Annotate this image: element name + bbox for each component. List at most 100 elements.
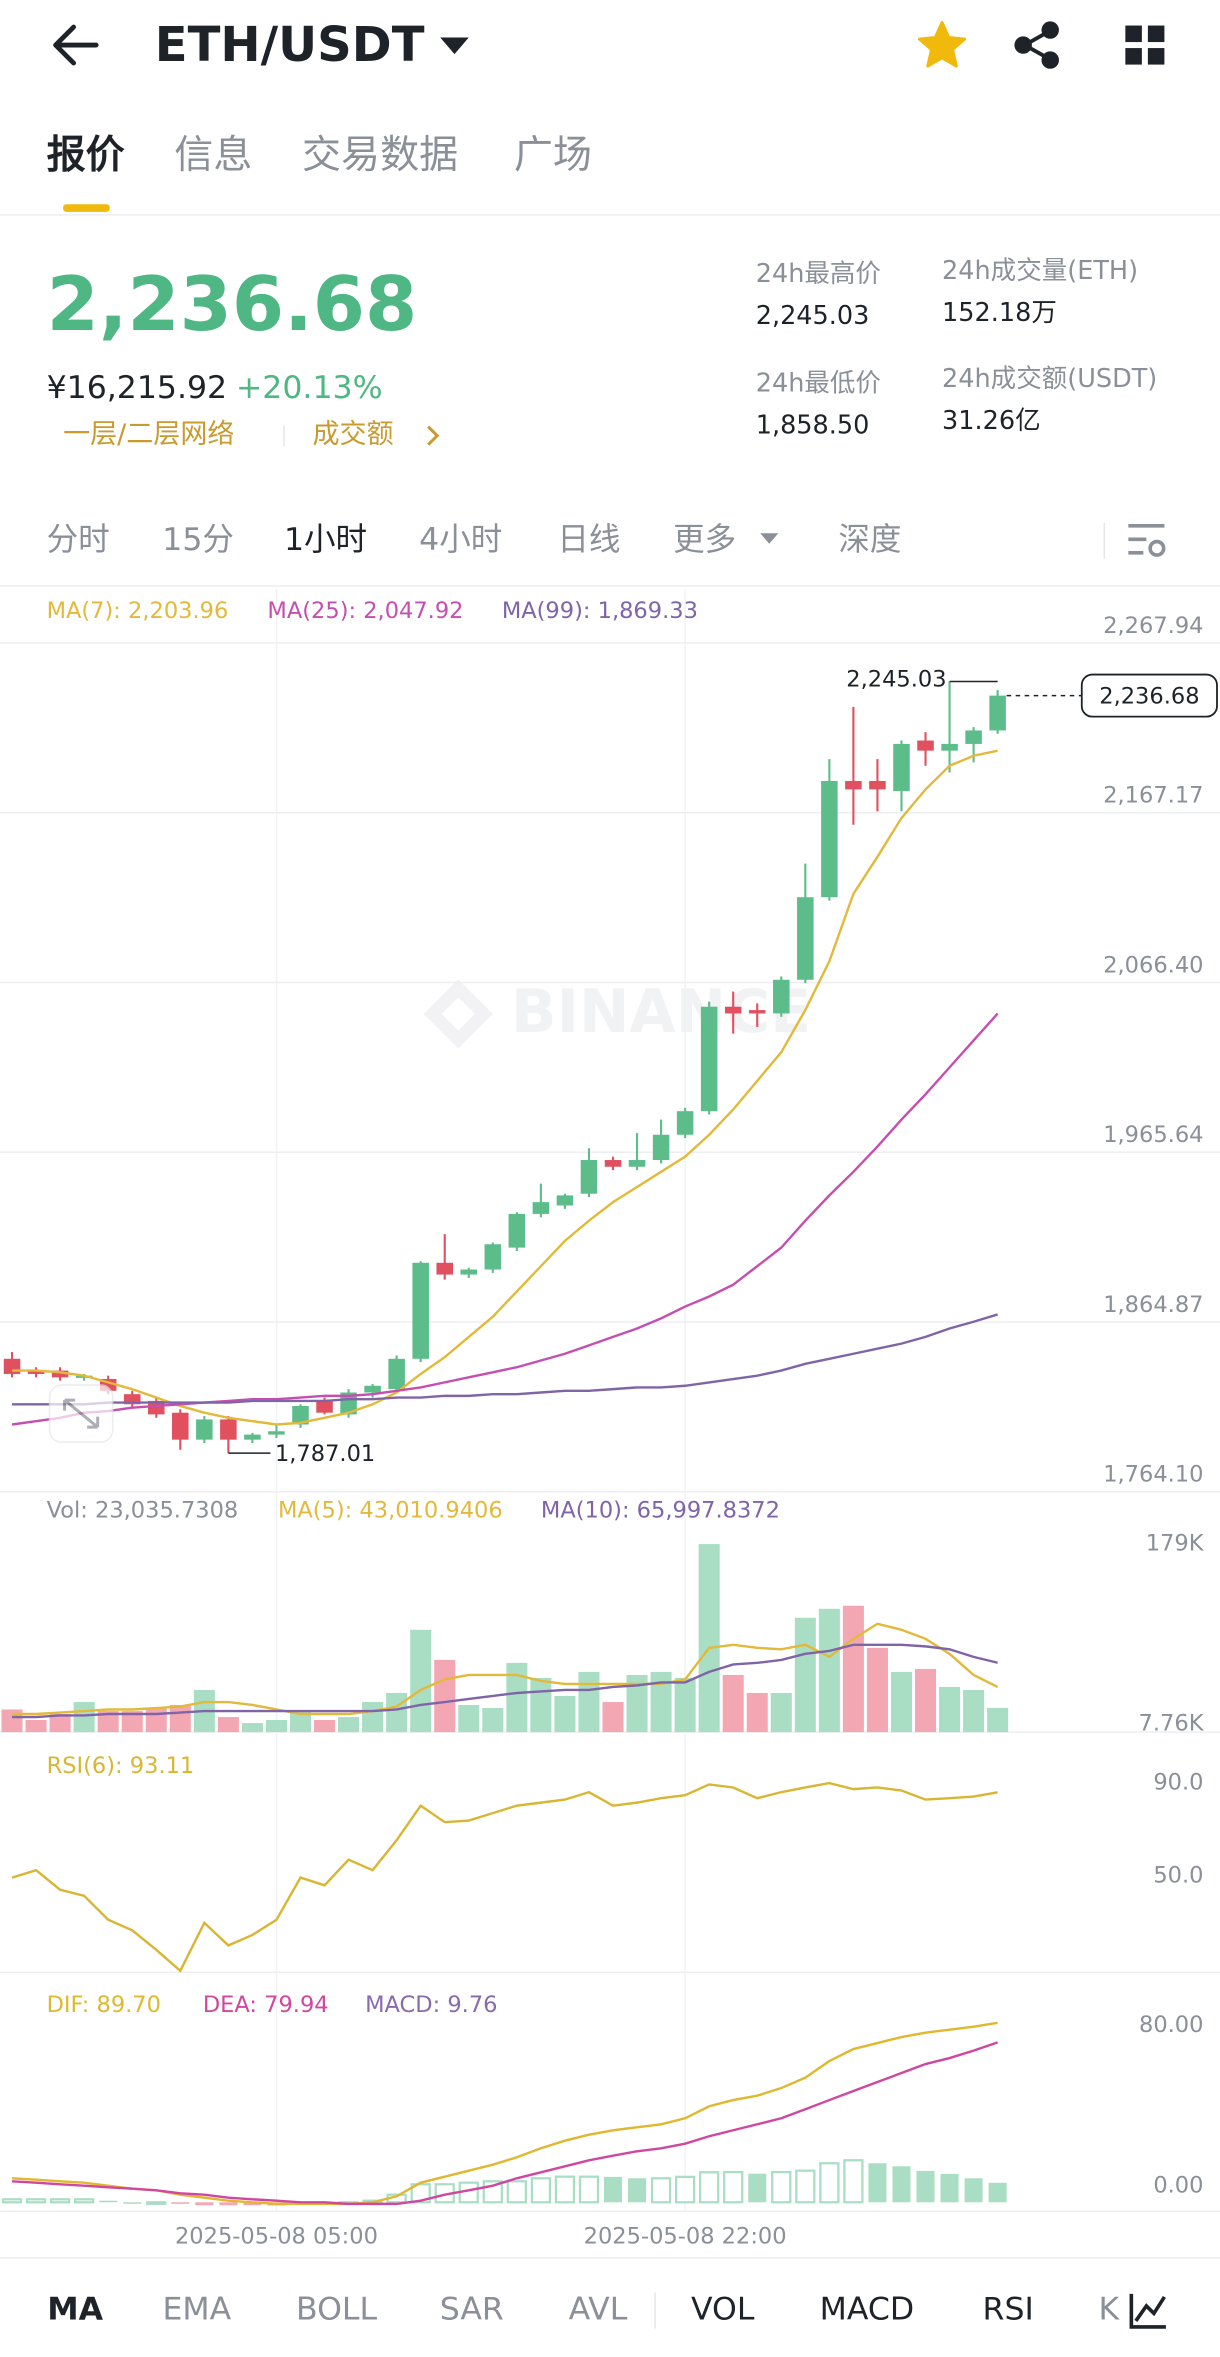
stat-label: 24h成交量(ETH)	[942, 256, 1138, 286]
candle-body	[340, 1392, 357, 1415]
candle-body	[51, 1370, 69, 1378]
tag[interactable]: 一层/二层网络	[63, 419, 234, 450]
volume-bar	[794, 1617, 816, 1733]
y-tick-label: 90.0	[1153, 1770, 1203, 1796]
volume-bar	[73, 1702, 95, 1733]
share-dot	[1041, 21, 1059, 39]
candle-body	[580, 1160, 598, 1194]
macd-bar	[506, 2180, 527, 2204]
volume-bar	[530, 1677, 552, 1733]
pair-title[interactable]: ETH/USDT	[155, 17, 425, 73]
interval-tab[interactable]: 15分	[162, 522, 234, 558]
candle-body	[989, 695, 1006, 731]
indicator-tab[interactable]: RSI	[983, 2291, 1034, 2327]
legend-label: MACD: 9.76	[365, 1992, 497, 2018]
tab[interactable]: 交易数据	[302, 133, 458, 178]
candle-body	[845, 780, 862, 790]
macd-bar	[988, 2182, 1007, 2203]
expand-arrows	[63, 1398, 100, 1429]
tag[interactable]: 成交额	[313, 419, 394, 450]
kline-chart: 2025-05-08 05:00 2025-05-08 22:00 2,267.94…	[0, 588, 1220, 2249]
volume-bar	[97, 1711, 119, 1733]
stat-label: 24h最高价	[756, 259, 881, 289]
macd-bar	[146, 2201, 167, 2205]
more-icon	[760, 533, 779, 544]
volume-bar	[241, 1723, 263, 1733]
volume-bar	[602, 1702, 624, 1733]
share-icon[interactable]	[1014, 21, 1059, 69]
settings-gear	[1148, 539, 1166, 557]
interval-tab[interactable]: 日线	[557, 522, 620, 558]
candle-body	[869, 780, 886, 790]
candle-body	[676, 1111, 694, 1135]
y-tick-label: 0.00	[1153, 2172, 1203, 2198]
interval-tab[interactable]: 分时	[47, 522, 110, 558]
volume-bar	[866, 1647, 888, 1733]
candle-body	[532, 1202, 550, 1214]
candle-body	[220, 1419, 237, 1440]
volume-label: Vol: 23,035.7308	[47, 1498, 239, 1524]
candle-body	[773, 979, 790, 1014]
indicator-tab[interactable]: MACD	[820, 2291, 915, 2327]
grid-square	[1125, 48, 1142, 65]
indicator-tab[interactable]: EMA	[162, 2291, 231, 2327]
macd-bar	[795, 2169, 816, 2204]
macd-bar	[530, 2177, 552, 2204]
volume-bar	[746, 1693, 768, 1733]
grid-icon[interactable]	[1125, 25, 1165, 65]
legend-label: RSI(6): 93.11	[47, 1753, 195, 1779]
macd-bar	[219, 2202, 238, 2206]
indicator-tab[interactable]: AVL	[569, 2291, 628, 2327]
macd-bar	[1, 2198, 23, 2204]
stat-label: 24h最低价	[756, 369, 881, 399]
y-tick-label: 1,764.10	[1103, 1462, 1203, 1488]
volume-bar	[482, 1708, 504, 1733]
candle-body	[412, 1262, 429, 1359]
y-tick-label: 179K	[1146, 1531, 1205, 1557]
annotation-label: 1,787.01	[275, 1441, 375, 1467]
volume-bar	[698, 1544, 720, 1733]
y-tick-label: 50.0	[1153, 1863, 1203, 1889]
macd-bar	[916, 2170, 935, 2203]
candle-body	[941, 743, 958, 751]
stat-value: 152.18万	[942, 298, 1057, 328]
volume-bar	[554, 1695, 576, 1733]
candle-body	[748, 1010, 766, 1014]
candle-body	[244, 1434, 261, 1440]
indicator-tab[interactable]: MA	[47, 2291, 103, 2327]
interval-tab[interactable]: 更多	[673, 522, 736, 558]
stat-value: 31.26亿	[942, 406, 1041, 436]
macd-bar	[171, 2202, 190, 2204]
indicator-tab[interactable]: SAR	[440, 2291, 504, 2327]
candle-body	[797, 897, 814, 980]
last-price-box	[1080, 673, 1218, 718]
indicator-tab[interactable]: VOL	[691, 2291, 755, 2327]
expand-icon[interactable]	[48, 1384, 114, 1443]
tab[interactable]: 广场	[514, 133, 592, 178]
tab[interactable]: 信息	[174, 133, 252, 178]
volume-bar	[722, 1674, 744, 1733]
settings-icon[interactable]	[1128, 523, 1166, 557]
chart-icon[interactable]	[1129, 2293, 1166, 2329]
candle-body	[724, 1006, 742, 1014]
dropdown-icon[interactable]	[440, 37, 469, 55]
interval-tab[interactable]: 1小时	[284, 522, 367, 558]
y-tick-label: 2,167.17	[1103, 783, 1203, 809]
indicator-line	[12, 1643, 998, 1719]
time-label: 2025-05-08 22:00	[584, 2223, 787, 2249]
tab[interactable]: 报价	[47, 133, 125, 178]
indicator-tab[interactable]: BOLL	[296, 2291, 377, 2327]
indicator-line	[11, 1012, 999, 1426]
interval-tab[interactable]: 4小时	[419, 522, 502, 558]
favorite-icon[interactable]	[918, 21, 967, 68]
interval-tab[interactable]: 深度	[838, 522, 901, 558]
y-tick-label: 1,864.87	[1103, 1292, 1203, 1318]
back-button[interactable]	[53, 24, 99, 66]
volume-bar	[217, 1717, 239, 1733]
volume-bar	[289, 1711, 312, 1733]
candle-body	[316, 1400, 333, 1413]
candle-body	[652, 1134, 670, 1161]
indicator-tab[interactable]: K	[1098, 2291, 1120, 2327]
